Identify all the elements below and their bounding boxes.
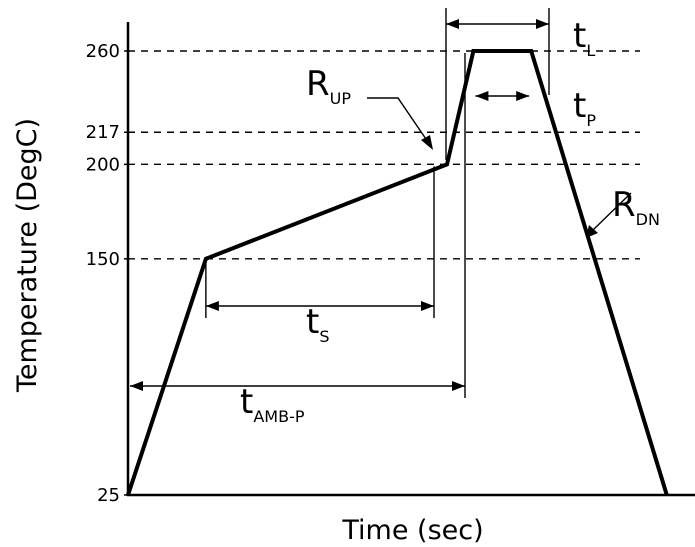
tL-arrow-head-right bbox=[536, 19, 549, 29]
annotation-tS: tS bbox=[306, 302, 330, 346]
annotation-tAMBP: tAMB-P bbox=[240, 382, 305, 426]
tAMBP-arrow-head-right bbox=[452, 381, 465, 391]
y-tick-label-200: 200 bbox=[86, 154, 120, 175]
annotation-RDN-sub: DN bbox=[636, 210, 660, 229]
tP-arrow-head-left bbox=[475, 91, 489, 101]
annotation-tL-sub: L bbox=[586, 41, 595, 60]
annotation-tL: tL bbox=[573, 16, 595, 60]
annotation-RDN-main: R bbox=[612, 185, 636, 225]
tAMBP-arrow-head-left bbox=[130, 381, 143, 391]
tS-arrow bbox=[205, 301, 434, 311]
annotation-tL-main: t bbox=[573, 16, 586, 56]
profile-line bbox=[126, 49, 669, 496]
tS-arrow-head-right bbox=[421, 301, 434, 311]
y-tick-label-217: 217 bbox=[86, 122, 120, 143]
profile-series bbox=[126, 49, 669, 496]
tL-arrow bbox=[446, 19, 549, 29]
dimension-markers bbox=[130, 8, 632, 398]
annotation-RUP-main: R bbox=[306, 64, 330, 104]
annotation-RUP: RUP bbox=[306, 64, 351, 108]
annotation-RUP-sub: UP bbox=[330, 89, 352, 108]
x-axis-title: Time (sec) bbox=[341, 515, 483, 546]
annotation-tP-main: t bbox=[573, 86, 586, 126]
annotation-tS-sub: S bbox=[319, 327, 329, 346]
tL-arrow-head-left bbox=[446, 19, 459, 29]
y-tick-label-260: 260 bbox=[86, 41, 120, 62]
tP-arrow bbox=[475, 91, 530, 101]
tAMBP-arrow bbox=[130, 381, 465, 391]
y-tick-label-25: 25 bbox=[97, 485, 120, 506]
y-tick-label-150: 150 bbox=[86, 249, 120, 270]
annotation-tP-sub: P bbox=[586, 111, 596, 130]
RUP-leader-head bbox=[421, 135, 433, 150]
tP-arrow-head-right bbox=[516, 91, 530, 101]
annotation-tAMBP-sub: AMB-P bbox=[253, 407, 305, 426]
y-tick-labels: 260 217 200 150 25 bbox=[86, 41, 128, 506]
annotation-tS-main: t bbox=[306, 302, 319, 342]
tS-arrow-head-left bbox=[205, 301, 219, 311]
y-axis-title: Temperature (DegC) bbox=[12, 118, 43, 393]
RDN-leader-line bbox=[592, 192, 632, 231]
RUP-leader-line bbox=[367, 97, 429, 143]
annotation-RDN: RDN bbox=[612, 185, 660, 229]
annotation-tAMBP-main: t bbox=[240, 382, 253, 422]
annotation-tP: tP bbox=[573, 86, 596, 130]
